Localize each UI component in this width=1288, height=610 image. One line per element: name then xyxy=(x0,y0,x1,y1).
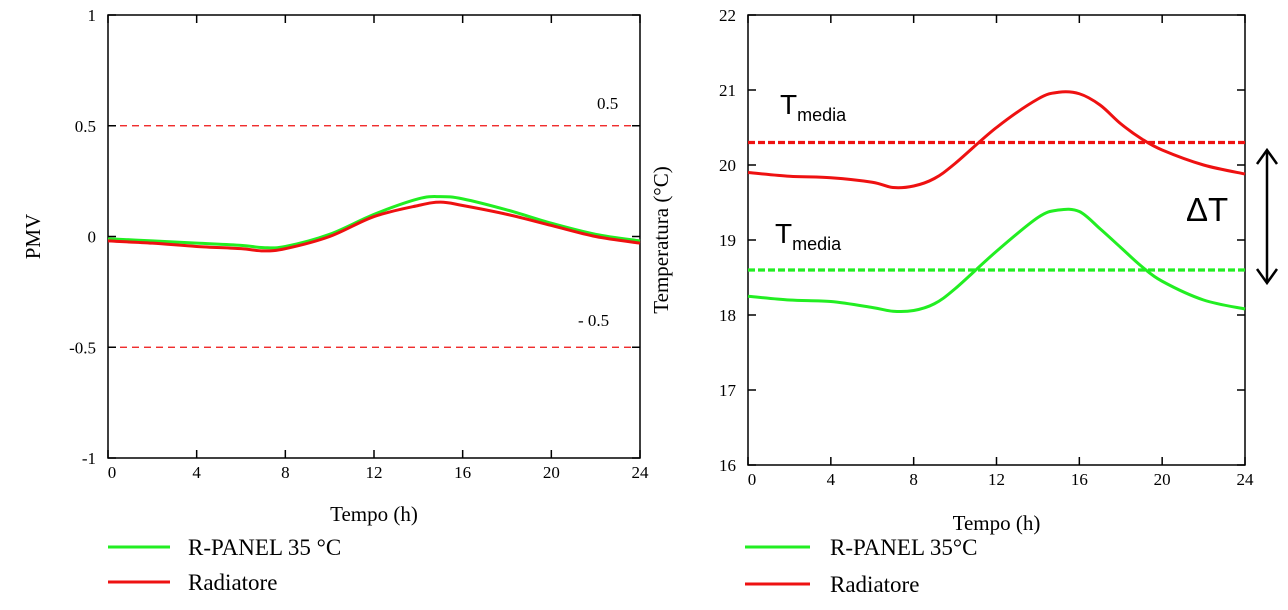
delta-t-label: ΔT xyxy=(1186,191,1228,228)
y-tick-label: 18 xyxy=(719,306,736,325)
legend-label: Radiatore xyxy=(830,572,919,597)
y-tick-label: 19 xyxy=(719,231,736,250)
tmedia-sub: media xyxy=(792,234,842,254)
y-tick-label: 21 xyxy=(719,81,736,100)
x-tick-label: 20 xyxy=(1154,470,1171,489)
x-tick-label: 20 xyxy=(543,463,560,482)
x-tick-label: 16 xyxy=(1071,470,1088,489)
x-tick-label: 4 xyxy=(827,470,836,489)
tmedia-sub: media xyxy=(797,105,847,125)
legend-label: R-PANEL 35°C xyxy=(830,535,977,560)
series-line xyxy=(107,200,641,253)
y-tick-label: -1 xyxy=(82,449,96,468)
series-line xyxy=(747,90,1246,190)
y-tick-label: -0.5 xyxy=(69,338,96,357)
tmedia-main: T xyxy=(780,89,797,120)
legend-label: Radiatore xyxy=(188,570,277,595)
temperature-legend: R-PANEL 35°C Radiatore xyxy=(745,535,977,597)
delta-t-double-arrow-icon xyxy=(1255,147,1279,286)
temperature-chart: 16 17 18 19 20 21 22 0 4 8 12 16 20 24 Tmedia Tmedia… xyxy=(649,6,1279,597)
x-tick-label: 12 xyxy=(366,463,383,482)
arrow-head-up xyxy=(1255,147,1279,165)
pmv-reference-lines xyxy=(108,125,640,348)
temperature-reference-lines xyxy=(748,140,1245,272)
tmedia-label-green: Tmedia xyxy=(775,218,842,254)
pmv-chart: -1 -0.5 0 0.5 1 0 4 8 12 16 20 24 0.5 - 0.5 Tempo … xyxy=(21,6,649,595)
y-tick-label: 0.5 xyxy=(75,117,96,136)
series-line xyxy=(747,207,1246,314)
x-tick-label: 8 xyxy=(909,470,918,489)
pmv-y-axis-label: PMV xyxy=(21,214,45,260)
y-tick-label: 16 xyxy=(719,456,736,475)
y-tick-label: 1 xyxy=(88,6,97,25)
y-tick-label: 17 xyxy=(719,381,737,400)
y-tick-label: 20 xyxy=(719,156,736,175)
pmv-annotation-upper: 0.5 xyxy=(597,94,618,113)
temperature-x-ticks: 0 4 8 12 16 20 24 xyxy=(747,15,1255,489)
x-tick-label: 8 xyxy=(281,463,290,482)
pmv-x-axis-label: Tempo (h) xyxy=(330,502,418,526)
legend-label: R-PANEL 35 °C xyxy=(188,535,341,560)
y-tick-label: 22 xyxy=(719,6,736,25)
x-tick-label: 12 xyxy=(988,470,1005,489)
pmv-x-ticks: 0 4 8 12 16 20 24 xyxy=(107,15,650,482)
x-tick-label: 16 xyxy=(454,463,471,482)
x-tick-label: 4 xyxy=(192,463,201,482)
arrow-head-down xyxy=(1255,268,1279,286)
x-tick-label: 24 xyxy=(1237,470,1255,489)
x-tick-label: 0 xyxy=(108,463,117,482)
pmv-series-group xyxy=(107,195,641,253)
pmv-y-ticks: -1 -0.5 0 0.5 1 xyxy=(69,6,640,468)
temperature-series-group xyxy=(747,90,1246,314)
temperature-y-ticks: 16 17 18 19 20 21 22 xyxy=(719,6,1245,475)
temperature-y-axis-label: Temperatura (°C) xyxy=(649,166,673,313)
x-tick-label: 24 xyxy=(632,463,650,482)
pmv-legend: R-PANEL 35 °C Radiatore xyxy=(108,535,341,595)
y-tick-label: 0 xyxy=(88,228,97,247)
tmedia-main: T xyxy=(775,218,792,249)
x-tick-label: 0 xyxy=(748,470,757,489)
pmv-plot-frame xyxy=(107,14,641,459)
temperature-x-axis-label: Tempo (h) xyxy=(953,511,1041,535)
pmv-annotation-lower: - 0.5 xyxy=(578,311,609,330)
series-line xyxy=(107,195,641,250)
tmedia-label-red: Tmedia xyxy=(780,89,847,125)
